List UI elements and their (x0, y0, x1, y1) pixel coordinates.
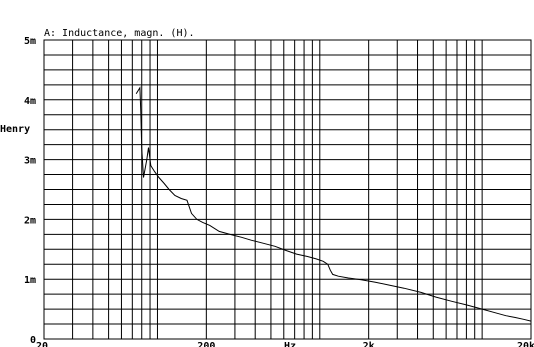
x-tick-label: 200 (197, 341, 215, 347)
y-tick-label: 0 (30, 335, 36, 346)
series-layer (135, 86, 532, 322)
chart-title: A: Inductance, magn. (H). (44, 28, 195, 39)
y-tick-labels: 0 1m 2m 3m 4m 5m (24, 36, 36, 346)
x-tick-label: 20 (36, 341, 48, 347)
y-tick-label: 1m (24, 275, 36, 286)
y-tick-label: 3m (24, 156, 36, 167)
series-line (135, 86, 532, 322)
plot-frame (43, 39, 532, 340)
y-tick-label: 2m (24, 215, 36, 226)
y-tick-label: 5m (24, 36, 36, 47)
grid (44, 40, 531, 339)
x-tick-labels: 20 200 2k 20k (36, 341, 534, 347)
y-axis-label: Henry (0, 124, 30, 135)
x-tick-label: 20k (517, 341, 534, 347)
y-tick-label: 4m (24, 96, 36, 107)
x-axis-label: Hz (284, 341, 296, 347)
x-tick-label: 2k (363, 341, 375, 347)
